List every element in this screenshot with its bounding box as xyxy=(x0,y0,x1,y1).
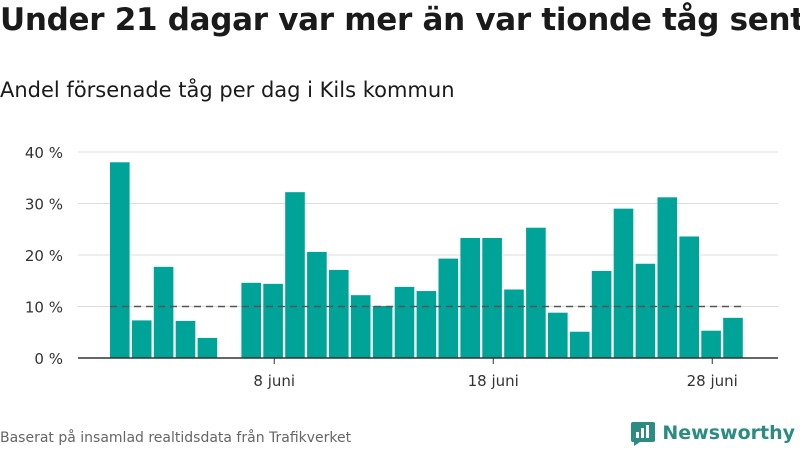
bar xyxy=(110,162,130,358)
bar xyxy=(657,197,678,358)
bar-chart: 0 % 10 % 20 % 30 % 40 % 8 juni 18 juni 28 juni xyxy=(25,144,778,390)
x-tick-label: 28 juni xyxy=(687,372,738,390)
y-tick-label: 30 % xyxy=(25,196,63,214)
bar xyxy=(329,269,349,358)
bars xyxy=(110,162,743,358)
bar xyxy=(723,317,743,358)
bar xyxy=(307,251,327,358)
bar xyxy=(153,266,174,358)
bar xyxy=(482,238,502,358)
bar xyxy=(394,286,415,358)
chart-title: Under 21 dagar var mer än var tionde tåg… xyxy=(0,2,800,38)
brand-name: Newsworthy xyxy=(662,422,795,444)
bar xyxy=(285,192,305,358)
bar xyxy=(526,227,546,358)
y-axis-ticks: 0 % 10 % 20 % 30 % 40 % xyxy=(25,144,63,368)
y-tick-label: 0 % xyxy=(34,350,63,368)
brand-logo: Newsworthy xyxy=(630,420,795,446)
bar xyxy=(613,208,634,358)
bar xyxy=(175,320,196,358)
chart-subtitle: Andel försenade tåg per dag i Kils kommu… xyxy=(0,78,455,102)
bar xyxy=(591,270,612,358)
bar xyxy=(438,258,459,358)
bar xyxy=(701,330,721,358)
bar xyxy=(241,282,261,358)
y-tick-label: 40 % xyxy=(25,144,63,162)
x-tick-label: 18 juni xyxy=(468,372,519,390)
bar xyxy=(548,312,568,358)
bar xyxy=(372,305,393,358)
bar xyxy=(197,337,218,358)
x-tick-label: 8 juni xyxy=(253,372,295,390)
x-axis: 8 juni 18 juni 28 juni xyxy=(78,357,778,390)
bar xyxy=(350,295,371,358)
newsworthy-logo-icon xyxy=(631,422,656,446)
bar xyxy=(679,236,699,358)
y-tick-label: 10 % xyxy=(25,299,63,317)
bar xyxy=(635,263,656,358)
bar xyxy=(416,291,437,358)
source-note: Baserat på insamlad realtidsdata från Tr… xyxy=(0,430,352,446)
bar xyxy=(131,320,152,358)
bar xyxy=(569,331,590,358)
bar xyxy=(263,283,283,358)
y-tick-label: 20 % xyxy=(25,247,63,265)
bar xyxy=(504,289,524,358)
bar xyxy=(460,238,480,358)
